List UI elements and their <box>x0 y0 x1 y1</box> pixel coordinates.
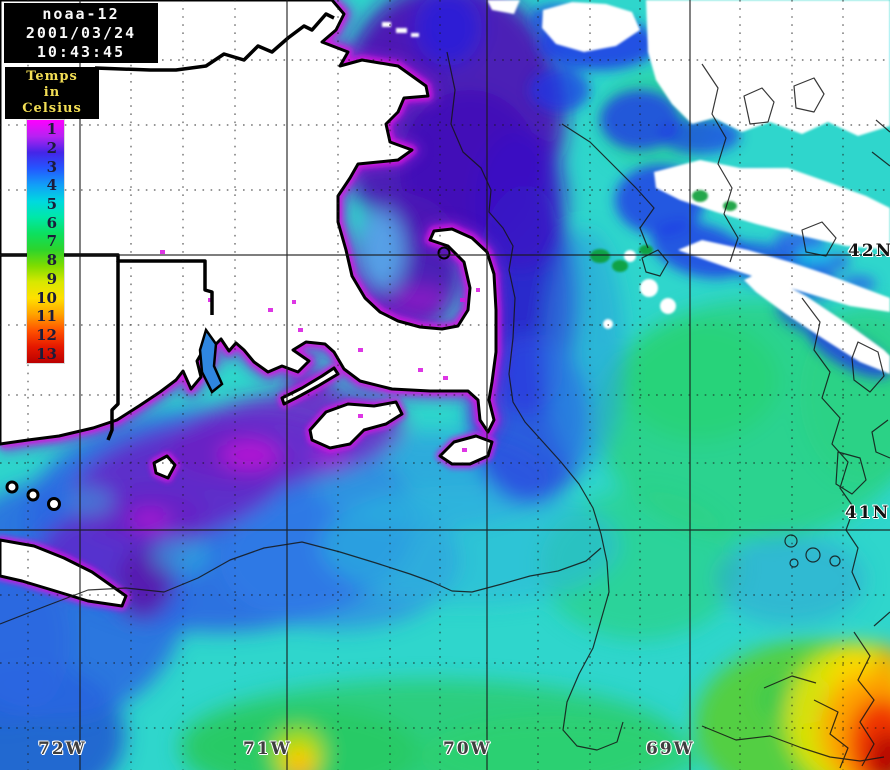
latitude-label-42n: 42N <box>848 241 890 261</box>
colorbar-value: 2 <box>46 139 57 158</box>
legend-title-line3: Celsius <box>22 101 82 116</box>
longitude-label-70w: 70W <box>443 739 492 759</box>
colorbar-value: 8 <box>46 251 57 270</box>
colorbar-value: 4 <box>46 176 57 195</box>
colorbar-value: 12 <box>36 325 57 344</box>
bathymetry-contours <box>0 51 890 769</box>
colorbar-value: 5 <box>46 195 57 214</box>
legend-title-box: Temps in Celsius <box>5 67 99 119</box>
colorbar-value: 11 <box>36 307 57 326</box>
image-header-box: noaa-12 2001/03/24 10:43:45 <box>4 3 158 63</box>
legend-title-line1: Temps <box>26 69 78 84</box>
longitude-label-69w: 69W <box>646 739 695 759</box>
image-time: 10:43:45 <box>36 42 126 61</box>
colorbar-labels: 1 2 3 4 5 6 7 8 9 10 11 12 13 <box>27 120 64 363</box>
image-date: 2001/03/24 <box>25 23 137 42</box>
coastline-marthas-vineyard <box>308 400 404 450</box>
colorbar-value: 3 <box>46 157 57 176</box>
latitude-label-41n: 41N <box>845 503 890 523</box>
colorbar-value: 13 <box>36 344 57 363</box>
colorbar-value: 10 <box>36 288 57 307</box>
longitude-label-72w: 72W <box>38 739 87 759</box>
provincetown-hook-harbor <box>437 246 451 260</box>
narragansett-bay <box>198 327 224 394</box>
colorbar-value: 6 <box>46 213 57 232</box>
colorbar: 1 2 3 4 5 6 7 8 9 10 11 12 13 <box>27 120 64 363</box>
satellite-name: noaa-12 <box>42 4 120 23</box>
colorbar-value: 1 <box>46 120 57 139</box>
colorbar-value: 7 <box>46 232 57 251</box>
coastline-block-island <box>152 454 177 480</box>
longitude-label-71w: 71W <box>243 739 292 759</box>
colorbar-value: 9 <box>46 269 57 288</box>
legend-title-line2: in <box>43 85 61 100</box>
